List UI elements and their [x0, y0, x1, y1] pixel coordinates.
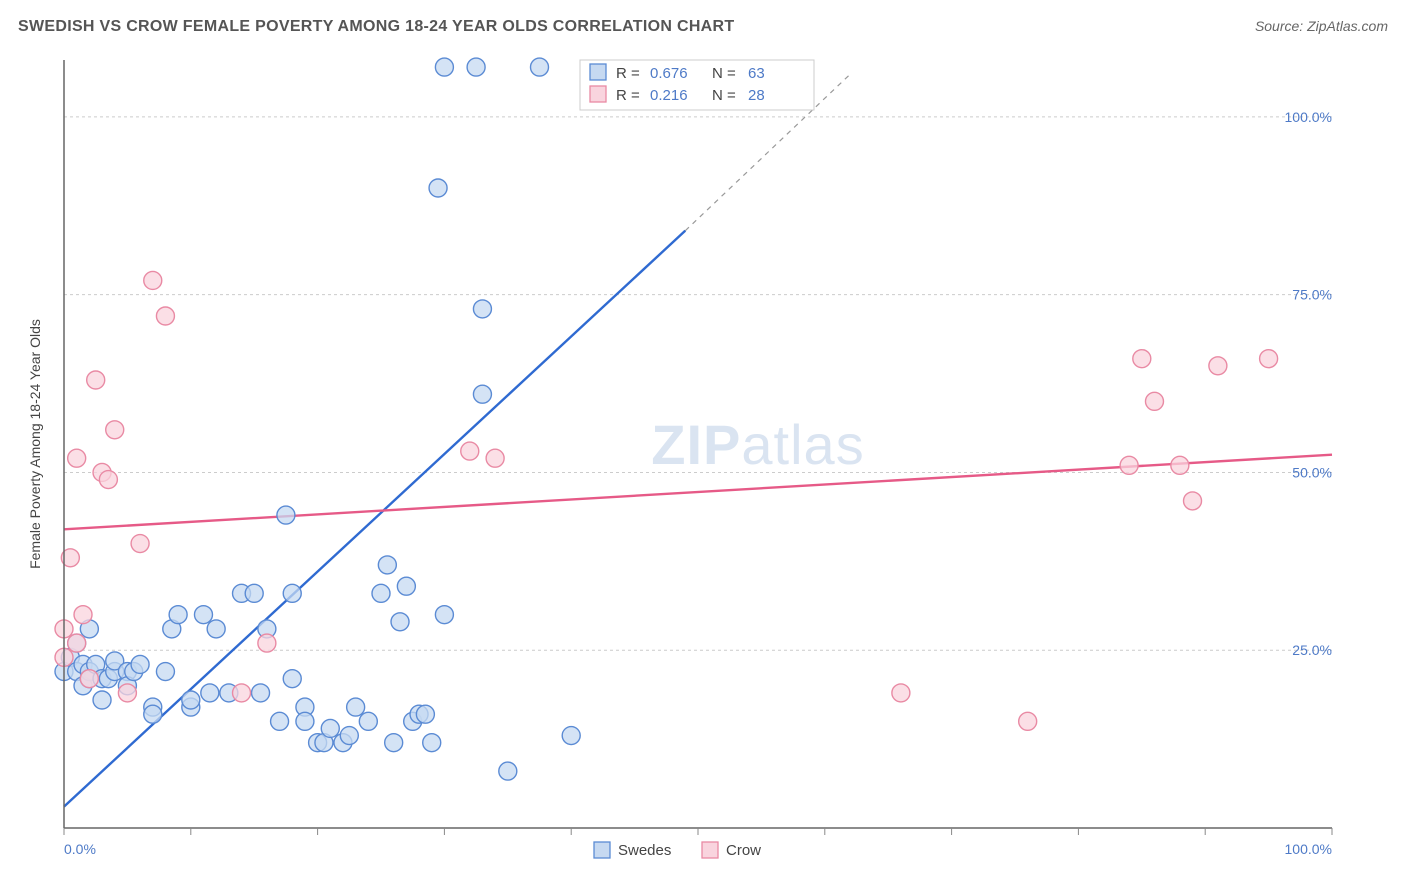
scatter-chart: ZIPatlas 0.0% 100.0% 25.0% 50.0% 75.0% 100.0% F…	[18, 48, 1388, 880]
point-crow	[106, 421, 124, 439]
point-crow	[80, 670, 98, 688]
legend-r-value: 0.676	[650, 65, 688, 82]
point-swedes	[245, 584, 263, 602]
point-crow	[156, 307, 174, 325]
point-swedes	[194, 606, 212, 624]
point-swedes	[429, 179, 447, 197]
point-crow	[87, 371, 105, 389]
point-swedes	[182, 691, 200, 709]
point-swedes	[252, 684, 270, 702]
point-swedes	[144, 705, 162, 723]
point-swedes	[283, 670, 301, 688]
point-swedes	[435, 606, 453, 624]
x-tick-label: 100.0%	[1285, 841, 1332, 857]
point-crow	[892, 684, 910, 702]
point-crow	[74, 606, 92, 624]
point-swedes	[416, 705, 434, 723]
point-swedes	[359, 712, 377, 730]
y-tick-label: 50.0%	[1292, 464, 1332, 480]
point-swedes	[277, 506, 295, 524]
point-swedes	[156, 663, 174, 681]
point-swedes	[467, 58, 485, 76]
point-swedes	[93, 691, 111, 709]
point-swedes	[423, 734, 441, 752]
source-attribution: Source: ZipAtlas.com	[1255, 18, 1388, 34]
bottom-legend-swatch-swedes	[594, 842, 610, 858]
point-swedes	[397, 577, 415, 595]
legend-r-label: R =	[616, 65, 640, 82]
point-crow	[1171, 456, 1189, 474]
point-crow	[1019, 712, 1037, 730]
y-axis-label: Female Poverty Among 18-24 Year Olds	[27, 319, 43, 569]
point-swedes	[283, 584, 301, 602]
watermark: ZIPatlas	[651, 413, 864, 476]
y-tick-label: 100.0%	[1285, 109, 1332, 125]
point-swedes	[499, 762, 517, 780]
point-swedes	[391, 613, 409, 631]
point-swedes	[435, 58, 453, 76]
point-swedes	[378, 556, 396, 574]
legend-swatch-crow	[590, 86, 606, 102]
point-crow	[68, 634, 86, 652]
point-swedes	[562, 727, 580, 745]
point-swedes	[296, 712, 314, 730]
point-swedes	[347, 698, 365, 716]
point-crow	[131, 535, 149, 553]
point-swedes	[531, 58, 549, 76]
point-crow	[1260, 350, 1278, 368]
point-crow	[258, 634, 276, 652]
point-crow	[1120, 456, 1138, 474]
y-tick-label: 75.0%	[1292, 287, 1332, 303]
point-swedes	[271, 712, 289, 730]
point-swedes	[321, 719, 339, 737]
point-crow	[233, 684, 251, 702]
chart-title: SWEDISH VS CROW FEMALE POVERTY AMONG 18-…	[18, 18, 734, 36]
point-crow	[486, 449, 504, 467]
point-swedes	[201, 684, 219, 702]
legend-n-value: 63	[748, 65, 765, 82]
legend-n-label: N =	[712, 65, 736, 82]
point-crow	[461, 442, 479, 460]
legend-n-label: N =	[712, 87, 736, 104]
legend-r-label: R =	[616, 87, 640, 104]
legend-n-value: 28	[748, 87, 765, 104]
point-swedes	[169, 606, 187, 624]
point-crow	[1133, 350, 1151, 368]
point-crow	[68, 449, 86, 467]
legend-r-value: 0.216	[650, 87, 688, 104]
point-swedes	[473, 300, 491, 318]
point-crow	[99, 471, 117, 489]
point-swedes	[473, 385, 491, 403]
bottom-legend-swatch-crow	[702, 842, 718, 858]
bottom-legend-label: Crow	[726, 842, 761, 859]
y-tick-label: 25.0%	[1292, 642, 1332, 658]
legend-swatch-swedes	[590, 64, 606, 80]
point-swedes	[207, 620, 225, 638]
point-crow	[1184, 492, 1202, 510]
point-crow	[144, 271, 162, 289]
point-crow	[1145, 392, 1163, 410]
point-swedes	[372, 584, 390, 602]
point-swedes	[385, 734, 403, 752]
x-tick-label: 0.0%	[64, 841, 96, 857]
point-crow	[1209, 357, 1227, 375]
bottom-legend-label: Swedes	[618, 842, 671, 859]
point-swedes	[131, 655, 149, 673]
point-crow	[118, 684, 136, 702]
chart-container: ZIPatlas 0.0% 100.0% 25.0% 50.0% 75.0% 100.0% F…	[18, 48, 1388, 880]
point-swedes	[340, 727, 358, 745]
